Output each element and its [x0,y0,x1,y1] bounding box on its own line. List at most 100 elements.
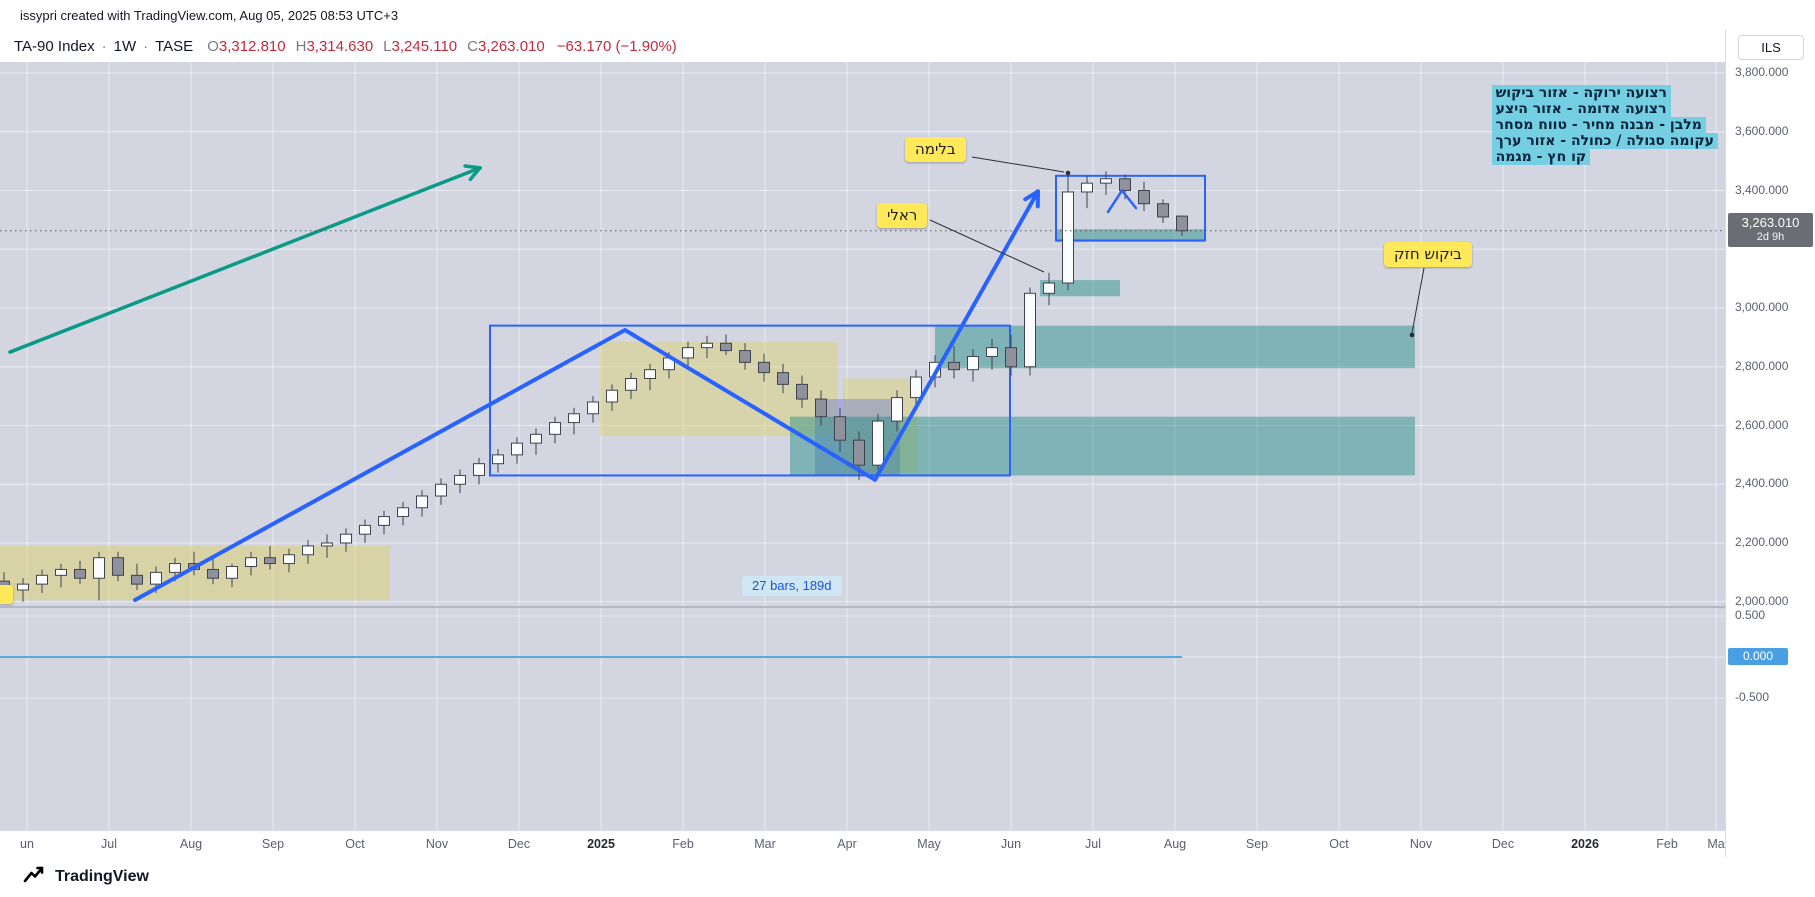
candle-up [169,563,181,573]
candle-down [853,439,865,466]
currency-button[interactable]: ILS [1738,35,1804,60]
ohlc-low-value: 3,245.110 [391,37,458,55]
chart-plot-area[interactable]: רצועה ירוקה - אזור ביקוש רצועה אדומה - א… [0,62,1725,830]
tradingview-logo-icon[interactable] [22,863,46,892]
time-axis-month-label: Oct [1329,837,1349,851]
time-axis[interactable]: un Jul Aug Sep Oct Nov Dec 2025 Feb Mar Apr May Jun J… [0,830,1725,857]
candle-up [625,378,637,391]
cut-off-label-scrap [0,585,13,604]
time-axis-month-label: Nov [1409,837,1433,851]
trend-zigzag-blue-arrowhead [1023,189,1040,202]
candle-up [340,533,352,544]
candle-up [682,347,694,359]
candle-down [1176,215,1188,232]
mini-zigzag[interactable] [1106,189,1138,214]
price-axis-label: 3,600.000 [1735,123,1789,138]
candle-up [511,442,523,456]
chart-canvas[interactable] [0,62,1725,830]
candle-up [17,583,29,591]
attribution-text: issypri created with TradingView.com, Au… [20,7,399,23]
annotation-label-strong-demand[interactable]: ביקוש חזק [1384,242,1472,267]
legend-line-green-band: רצועה ירוקה - אזור ביקוש [1491,85,1671,101]
structure-box[interactable] [489,324,1011,477]
legend-note[interactable]: רצועה ירוקה - אזור ביקוש רצועה אדומה - א… [1491,85,1718,165]
legend-line-rectangle: מלבן - מבנה מחיר - טווח מסחר [1491,117,1706,133]
candle-up [967,355,979,371]
time-axis-month-label: Nov [425,837,449,851]
price-axis-label: 2,600.000 [1735,417,1789,432]
candle-up [93,557,105,579]
symbol-header: TA-90 Index · 1W · TASE O3,312.810 H3,31… [0,30,1725,62]
zero-line-badge: 0.000 [1728,648,1788,665]
anchor-dot [1409,332,1415,338]
candle-up [359,524,371,535]
candle-up [492,454,504,465]
bars-counter-label[interactable]: 27 bars, 189d [742,576,842,596]
candle-down [1138,190,1150,205]
trend-zigzag-blue[interactable] [133,189,1040,602]
candle-up [549,422,561,435]
bar-countdown: 2d 9h [1756,231,1785,243]
price-axis-label: 2,400.000 [1735,476,1789,491]
candle-up [606,389,618,403]
candle-down [264,557,276,565]
candle-down [739,350,751,363]
legend-line-arrow-trend: קו חץ - מגמה [1491,149,1591,165]
time-axis-month-label: Ma [1707,837,1725,851]
time-axis-month-label: May [917,837,941,851]
price-axis[interactable]: ILS 3,800.000 3,600.000 3,400.000 3,000.000… [1725,30,1815,857]
candle-up [1062,191,1074,284]
candle-up [701,342,713,349]
trend-arrow-green-arrowhead [463,164,482,170]
candle-down [948,361,960,371]
interval-label[interactable]: 1W [113,37,137,55]
annotation-label-rally[interactable]: ראלי [877,203,928,228]
candle-down [1119,178,1131,191]
anchor-dot [1065,170,1071,176]
candle-up [378,516,390,526]
candle-up [644,369,656,379]
candle-down [815,398,827,418]
candle-up [530,433,542,444]
zone-teal-strip-3040[interactable] [1040,280,1120,297]
candle-down [720,342,732,352]
time-axis-month-label: Sep [261,837,285,851]
ohlc-group: O3,312.810 H3,314.630 L3,245.110 C3,263.… [207,38,545,55]
price-axis-label: 2,200.000 [1735,535,1789,549]
candle-up [321,542,333,547]
change-value: −63.170 (−1.90%) [556,37,677,55]
ohlc-low-letter: L [383,37,392,55]
candle-down [112,557,124,576]
annotation-label-blockage[interactable]: בלימה [905,137,966,162]
tradingview-wordmark[interactable]: TradingView [55,868,149,885]
candle-up [245,557,257,567]
zone-teal-strip-box[interactable] [1056,229,1205,242]
candle-up [55,568,67,576]
trend-arrow-green[interactable] [8,166,482,354]
symbol-name[interactable]: TA-90 Index [14,37,95,55]
candle-down [777,372,789,385]
candle-up [568,413,580,424]
price-axis-label: -0.500 [1735,690,1770,704]
time-axis-month-label: Oct [345,837,365,851]
candle-up [416,495,428,509]
candle-up [1024,292,1036,368]
time-axis-month-label: Dec [1491,837,1515,851]
time-axis-month-label: Mar [754,837,776,851]
candle-up [587,401,599,415]
time-axis-month-label: un [20,837,34,851]
chart-shell: TA-90 Index · 1W · TASE O3,312.810 H3,31… [0,30,1815,857]
separator-dot: · [101,37,107,55]
legend-line-red-band: רצועה אדומה - אזור היצע [1491,101,1671,117]
structure-box[interactable] [1055,174,1206,242]
price-axis-label: 3,800.000 [1735,65,1789,79]
price-axis-label: 0.500 [1735,608,1766,622]
ohlc-open-value: 3,312.810 [218,37,286,55]
candle-up [1081,182,1093,193]
time-axis-month-label: Aug [179,837,203,851]
chart-main-column: TA-90 Index · 1W · TASE O3,312.810 H3,31… [0,30,1725,857]
time-axis-month-label: Aug [1163,837,1187,851]
price-axis-label: 2,800.000 [1735,358,1789,373]
candle-down [207,568,219,579]
